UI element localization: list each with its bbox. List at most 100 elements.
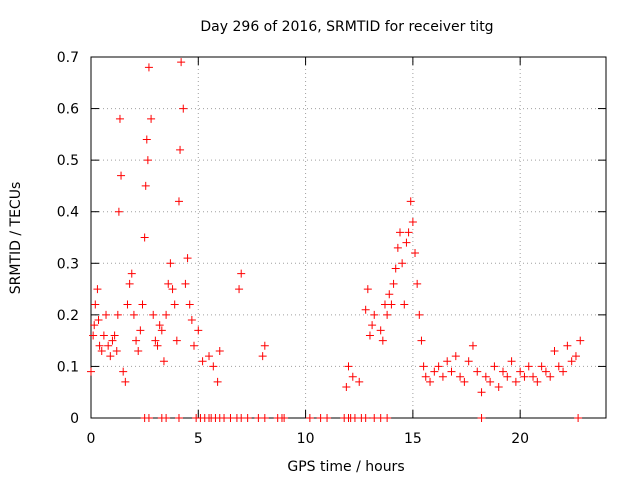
data-point — [402, 238, 411, 247]
data-point — [376, 326, 385, 335]
data-point — [370, 310, 379, 319]
x-tick-label: 0 — [87, 431, 96, 447]
data-point — [546, 372, 555, 381]
x-axis-label: GPS time / hours — [287, 459, 404, 475]
chart-title: Day 296 of 2016, SRMTID for receiver tit… — [200, 19, 493, 35]
data-point — [185, 300, 194, 309]
data-point — [361, 414, 370, 422]
data-point — [155, 321, 164, 330]
data-point — [149, 310, 158, 319]
data-point — [571, 352, 580, 361]
data-point — [176, 145, 185, 154]
data-point — [125, 279, 134, 288]
data-point — [143, 156, 152, 165]
data-point — [194, 326, 203, 335]
data-point — [134, 346, 143, 355]
data-point — [391, 264, 400, 273]
data-point — [181, 279, 190, 288]
data-point — [166, 259, 175, 268]
data-point — [123, 300, 132, 309]
data-point — [95, 341, 104, 350]
data-point — [438, 372, 447, 381]
data-point — [520, 372, 529, 381]
data-point — [170, 300, 179, 309]
data-point — [415, 310, 424, 319]
grid-lines — [91, 57, 606, 418]
axis-ticks: 0 0.1 0.2 0.3 0.4 0.5 0.6 0.7 0 5 10 15 20 — [57, 50, 606, 447]
data-point — [524, 362, 533, 371]
x-tick-label: 5 — [194, 431, 203, 447]
x-tick-label: 20 — [511, 431, 529, 447]
data-point — [280, 414, 289, 422]
data-point — [106, 352, 115, 361]
data-point — [141, 181, 150, 190]
data-point — [258, 352, 267, 361]
data-point — [486, 377, 495, 386]
data-point — [503, 372, 512, 381]
data-point — [537, 362, 546, 371]
data-point — [112, 346, 121, 355]
data-point — [144, 414, 153, 422]
data-point — [417, 336, 426, 345]
data-point — [348, 372, 357, 381]
data-point — [93, 285, 102, 294]
data-point — [574, 414, 583, 422]
data-point — [387, 300, 396, 309]
data-point — [456, 372, 465, 381]
data-point — [305, 414, 314, 422]
data-point — [430, 367, 439, 376]
data-point — [119, 367, 128, 376]
data-point — [110, 331, 119, 340]
data-point — [400, 300, 409, 309]
data-point — [443, 357, 452, 366]
data-point — [108, 336, 117, 345]
data-point — [434, 362, 443, 371]
data-point — [516, 367, 525, 376]
data-point — [190, 341, 198, 350]
data-point — [153, 341, 162, 350]
data-point — [494, 383, 503, 392]
data-point — [187, 316, 196, 325]
data-point — [237, 269, 246, 278]
data-point — [473, 367, 482, 376]
data-point — [213, 377, 222, 386]
data-point — [477, 414, 486, 422]
data-point — [541, 367, 550, 376]
data-point — [404, 228, 413, 237]
data-point — [97, 346, 106, 355]
data-point — [102, 310, 111, 319]
data-point — [179, 104, 188, 113]
data-point — [563, 341, 572, 350]
data-point — [576, 336, 585, 345]
x-tick-label: 10 — [297, 431, 315, 447]
data-point — [157, 326, 166, 335]
data-point — [94, 316, 103, 325]
data-point — [235, 285, 244, 294]
data-point — [172, 336, 181, 345]
data-point — [113, 310, 122, 319]
data-point — [481, 372, 490, 381]
data-point — [477, 388, 486, 397]
data-point — [260, 414, 269, 422]
data-point — [511, 377, 520, 386]
data-point — [507, 357, 516, 366]
y-tick-label: 0.6 — [57, 102, 79, 118]
data-point — [87, 367, 95, 376]
data-points — [87, 58, 585, 422]
x-tick-label: 15 — [404, 431, 422, 447]
y-axis-label: SRMTID / TECUs — [8, 182, 24, 295]
data-point — [144, 63, 153, 72]
data-point — [323, 414, 332, 422]
data-point — [89, 331, 98, 340]
data-point — [413, 279, 422, 288]
data-point — [383, 414, 392, 422]
data-point — [393, 243, 402, 252]
data-point — [499, 367, 507, 376]
data-point — [260, 341, 269, 350]
data-point — [344, 362, 353, 371]
data-point — [411, 248, 420, 257]
data-point — [136, 326, 145, 335]
data-point — [396, 228, 404, 237]
data-point — [460, 377, 469, 386]
